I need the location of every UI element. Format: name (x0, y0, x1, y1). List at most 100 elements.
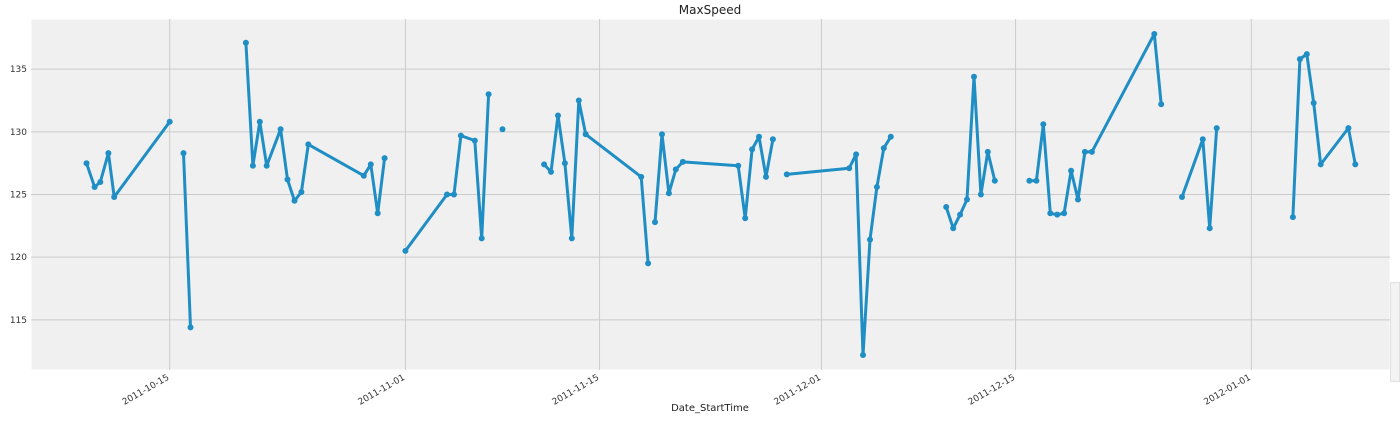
data-point (478, 235, 485, 242)
y-tick-label: 135 (10, 65, 27, 75)
data-point (381, 155, 388, 162)
data-point (555, 112, 561, 119)
data-point (665, 190, 672, 197)
data-point (91, 184, 98, 190)
data-point (111, 194, 118, 200)
data-point (1158, 101, 1165, 108)
data-point (638, 173, 645, 180)
data-point (402, 247, 409, 254)
data-point (1151, 31, 1158, 37)
data-point (105, 150, 112, 157)
data-point (1026, 177, 1033, 184)
data-point (1310, 100, 1317, 106)
data-point (783, 171, 790, 178)
data-point (950, 225, 957, 232)
data-point (672, 166, 679, 173)
data-point (1199, 136, 1206, 143)
data-point (561, 160, 568, 167)
data-point (1088, 148, 1095, 155)
y-tick-label: 130 (10, 128, 27, 138)
data-point (1179, 194, 1185, 200)
grid (31, 19, 1390, 370)
data-point (984, 148, 991, 155)
data-point (1206, 225, 1213, 232)
x-tick-label: 2012-01-01 (1203, 373, 1253, 408)
data-point (83, 160, 90, 167)
y-tick-label: 115 (10, 316, 27, 326)
y-axis-ticks: 115 120 125 130 135 (10, 65, 27, 326)
data-point (582, 131, 589, 138)
x-tick-label: 2011-11-15 (551, 373, 601, 408)
data-point (1061, 210, 1068, 217)
data-point (749, 146, 756, 153)
data-point (742, 215, 749, 222)
scrollbar[interactable] (1390, 282, 1400, 382)
data-point (1289, 214, 1296, 221)
data-point (180, 150, 187, 157)
data-point (756, 133, 762, 140)
data-point (1345, 125, 1352, 132)
data-point (735, 162, 742, 169)
data-point (1352, 161, 1359, 168)
series-line (1027, 32, 1163, 217)
data-point (367, 161, 374, 168)
data-point (471, 137, 478, 144)
series-line (85, 120, 172, 199)
data-point (374, 210, 381, 217)
data-point (305, 141, 312, 148)
chart-title: MaxSpeed (679, 3, 741, 17)
data-point (964, 196, 970, 203)
data-point (1213, 125, 1220, 132)
data-point (1317, 161, 1324, 168)
data-point (568, 235, 575, 242)
data-point (166, 118, 173, 125)
y-tick-label: 120 (10, 253, 27, 263)
series-layer (83, 31, 1359, 358)
data-point (1296, 56, 1303, 63)
data-point (957, 211, 964, 218)
data-point (991, 177, 998, 184)
data-point (249, 162, 256, 169)
data-point (242, 39, 249, 46)
data-point (541, 161, 548, 168)
data-point (853, 151, 860, 158)
y-tick-label: 125 (10, 191, 27, 201)
data-point (1075, 196, 1081, 203)
data-point (846, 165, 853, 172)
data-point (457, 132, 464, 139)
series-line (182, 151, 192, 329)
data-point (97, 179, 104, 185)
data-point (1303, 51, 1310, 58)
data-point (263, 162, 270, 169)
data-point (444, 191, 450, 198)
data-point (977, 191, 984, 198)
data-point (867, 236, 873, 243)
data-point (1040, 121, 1047, 128)
data-point (645, 260, 652, 267)
data-point (880, 145, 887, 152)
x-tick-label: 2011-10-15 (121, 373, 171, 408)
data-point (284, 176, 291, 183)
data-point (1068, 167, 1075, 174)
data-point (1047, 210, 1054, 217)
data-point (256, 118, 263, 125)
data-point (485, 91, 492, 98)
data-point (499, 126, 506, 133)
data-point (763, 173, 769, 180)
data-point (652, 219, 658, 226)
data-point (887, 133, 894, 140)
x-tick-label: 2011-11-01 (357, 373, 407, 408)
data-point (679, 158, 686, 165)
x-tick-label: 2011-12-15 (967, 373, 1017, 408)
data-point (575, 97, 582, 104)
data-point (1054, 211, 1061, 218)
data-point (548, 168, 554, 175)
data-point (298, 189, 305, 195)
data-point (291, 197, 298, 204)
x-tick-label: 2011-12-01 (773, 373, 823, 408)
data-point (971, 73, 977, 80)
data-point (860, 352, 866, 358)
data-point (187, 324, 194, 331)
data-point (1081, 148, 1088, 155)
